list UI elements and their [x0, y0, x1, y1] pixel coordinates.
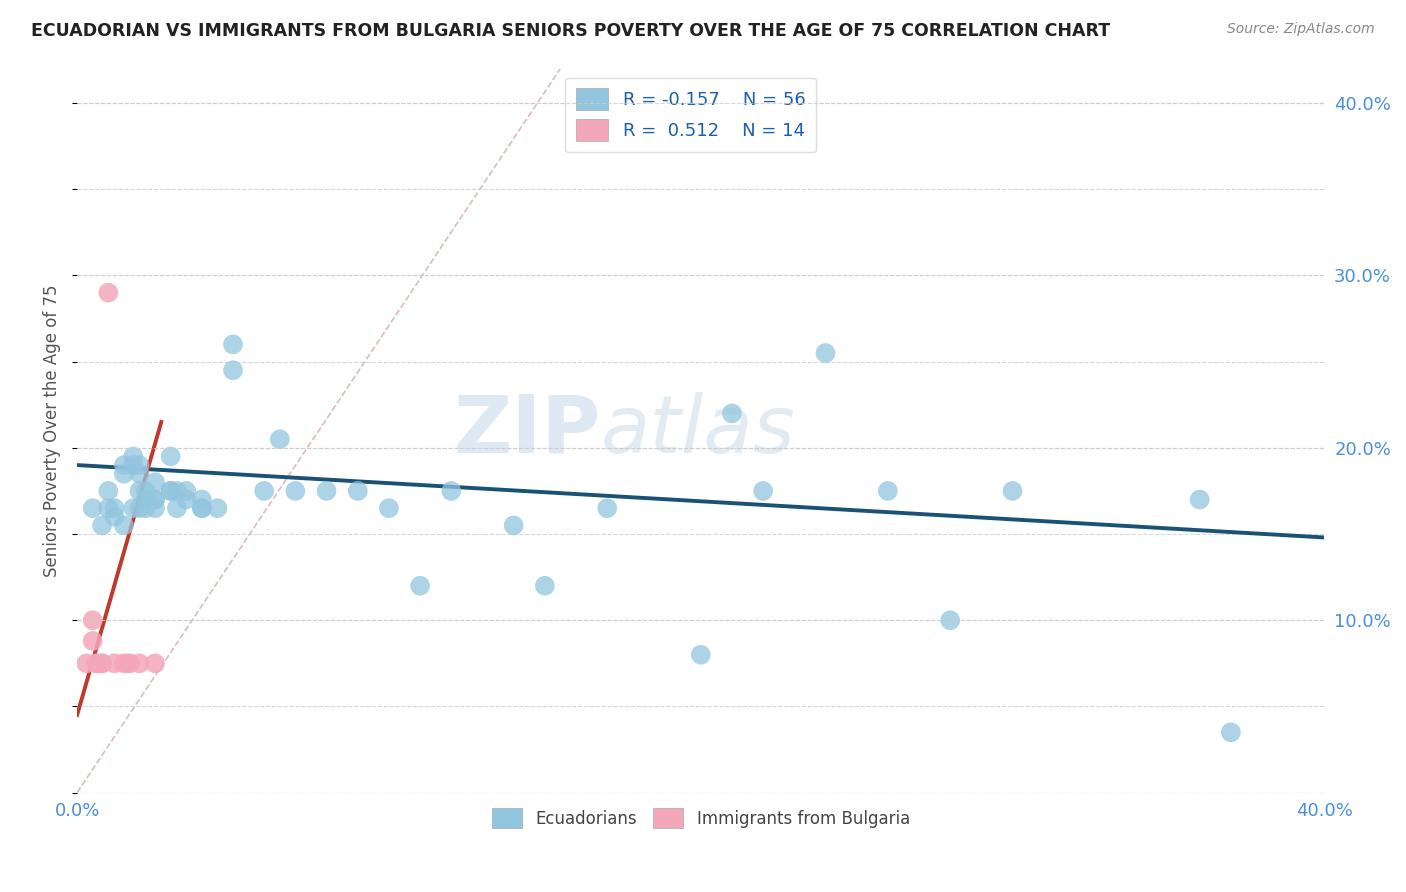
Point — [122, 501, 145, 516]
Text: ZIP: ZIP — [454, 392, 600, 469]
Point — [103, 657, 125, 671]
Point — [91, 657, 114, 671]
Point — [166, 483, 188, 498]
Point — [159, 450, 181, 464]
Point — [689, 648, 711, 662]
Point — [143, 475, 166, 490]
Point — [120, 657, 142, 671]
Point — [91, 518, 114, 533]
Point — [876, 483, 898, 498]
Point — [91, 657, 114, 671]
Point — [315, 483, 337, 498]
Point — [128, 657, 150, 671]
Point — [534, 579, 557, 593]
Point — [191, 501, 214, 516]
Point — [112, 657, 135, 671]
Point — [1188, 492, 1211, 507]
Point — [97, 501, 120, 516]
Point — [82, 634, 104, 648]
Point — [112, 467, 135, 481]
Point — [84, 657, 107, 671]
Point — [378, 501, 401, 516]
Point — [122, 450, 145, 464]
Point — [122, 458, 145, 472]
Point — [103, 509, 125, 524]
Point — [596, 501, 619, 516]
Point — [222, 363, 245, 377]
Point — [135, 483, 157, 498]
Y-axis label: Seniors Poverty Over the Age of 75: Seniors Poverty Over the Age of 75 — [44, 285, 60, 577]
Point — [253, 483, 276, 498]
Point — [1219, 725, 1241, 739]
Point — [128, 483, 150, 498]
Point — [191, 492, 214, 507]
Point — [75, 657, 97, 671]
Point — [269, 432, 291, 446]
Point — [128, 467, 150, 481]
Point — [82, 501, 104, 516]
Point — [143, 492, 166, 507]
Text: Source: ZipAtlas.com: Source: ZipAtlas.com — [1227, 22, 1375, 37]
Point — [207, 501, 229, 516]
Point — [112, 518, 135, 533]
Point — [135, 492, 157, 507]
Point — [1001, 483, 1024, 498]
Point — [87, 657, 110, 671]
Point — [939, 613, 962, 627]
Point — [143, 657, 166, 671]
Point — [502, 518, 524, 533]
Point — [128, 458, 150, 472]
Point — [752, 483, 775, 498]
Point — [97, 483, 120, 498]
Point — [159, 483, 181, 498]
Point — [159, 483, 181, 498]
Point — [112, 458, 135, 472]
Point — [143, 501, 166, 516]
Point — [222, 337, 245, 351]
Point — [135, 501, 157, 516]
Point — [103, 501, 125, 516]
Text: ECUADORIAN VS IMMIGRANTS FROM BULGARIA SENIORS POVERTY OVER THE AGE OF 75 CORREL: ECUADORIAN VS IMMIGRANTS FROM BULGARIA S… — [31, 22, 1111, 40]
Text: atlas: atlas — [600, 392, 796, 469]
Point — [721, 406, 744, 420]
Point — [128, 501, 150, 516]
Point — [814, 346, 837, 360]
Point — [174, 492, 197, 507]
Point — [346, 483, 368, 498]
Point — [97, 285, 120, 300]
Point — [174, 483, 197, 498]
Point — [143, 492, 166, 507]
Point — [82, 613, 104, 627]
Legend: Ecuadorians, Immigrants from Bulgaria: Ecuadorians, Immigrants from Bulgaria — [485, 801, 917, 835]
Point — [409, 579, 432, 593]
Point — [191, 501, 214, 516]
Point — [166, 501, 188, 516]
Point — [115, 657, 138, 671]
Point — [284, 483, 307, 498]
Point — [440, 483, 463, 498]
